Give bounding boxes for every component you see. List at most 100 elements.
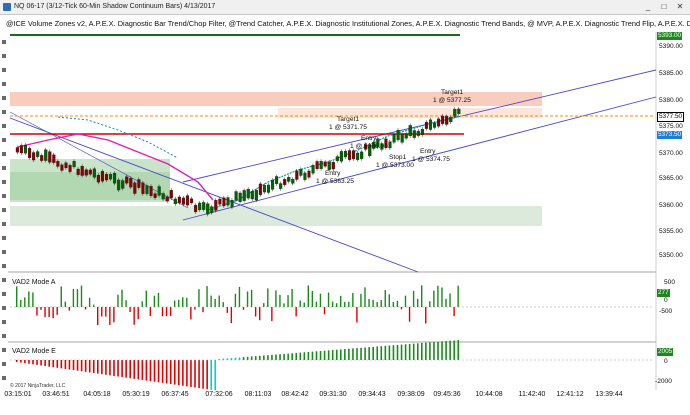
window-controls: _ □ ✕ <box>640 0 688 14</box>
candle-body <box>15 147 19 153</box>
x-tick: 04:05:18 <box>83 391 111 398</box>
vad2-a-bar <box>254 307 257 317</box>
vad2-e-bar <box>384 345 387 360</box>
tool-icon[interactable] <box>2 166 6 170</box>
minimize-button[interactable]: _ <box>645 2 651 11</box>
tool-icon[interactable] <box>2 320 6 324</box>
candle-body <box>27 148 32 158</box>
candle-body <box>80 166 84 176</box>
tool-icon[interactable] <box>2 306 6 310</box>
candle-body <box>88 169 92 175</box>
vad2-a-bar <box>198 289 200 307</box>
candle-body <box>388 141 392 149</box>
vad2-e-bar <box>117 360 119 377</box>
candle-body <box>64 162 68 169</box>
tool-icon[interactable] <box>2 152 6 156</box>
vad2-a-bar <box>157 292 160 307</box>
x-tick: 09:38:09 <box>397 391 425 398</box>
tool-icon[interactable] <box>2 334 6 338</box>
price-tick: 5385.00 <box>659 70 683 77</box>
vad2-e-bar <box>271 354 273 360</box>
candle-body <box>23 144 28 154</box>
vad2-a-bar <box>441 287 443 307</box>
vad2-a-bar <box>364 287 366 307</box>
indicator-list[interactable]: @ICE Volume Zones v2, A.P.E.X. Diagnosti… <box>6 19 690 28</box>
vad2-a-bar <box>194 307 196 310</box>
vad2-a-bar <box>331 301 334 307</box>
vad2-a-bar <box>271 307 273 322</box>
candle-body <box>311 165 315 174</box>
tool-icon[interactable] <box>2 138 6 142</box>
maximize-button[interactable]: □ <box>661 2 667 11</box>
candle-body <box>92 168 96 178</box>
vad2-mode-e-histogram <box>16 340 460 390</box>
stop1-label: Stop1 <box>389 154 407 161</box>
entry-label-b: Entry <box>420 148 436 155</box>
vad2-a-bar <box>24 297 26 307</box>
candle-body <box>372 142 376 149</box>
candle-body <box>283 179 287 185</box>
target1-mid-label: Target1 <box>337 116 359 123</box>
tool-icon[interactable] <box>2 208 6 212</box>
tool-icon[interactable] <box>2 68 6 72</box>
vad2-a-bar <box>348 301 350 307</box>
vad2-a-bar <box>275 290 277 307</box>
vad2-a-bar <box>48 307 50 317</box>
tool-icon[interactable] <box>2 40 6 44</box>
tool-icon[interactable] <box>2 110 6 114</box>
target1-price: 1 @ 5377.25 <box>433 97 471 104</box>
channel-lower-line <box>182 96 657 221</box>
x-tick: 08:42:42 <box>281 391 309 398</box>
vad2-a-bar <box>449 293 451 307</box>
vad2-a-bar <box>250 289 253 307</box>
candle-body <box>258 183 262 195</box>
candle-body <box>181 197 186 205</box>
vad2-e-bar <box>335 349 338 360</box>
chart-canvas[interactable] <box>8 32 690 390</box>
vad2-e-bar <box>429 342 431 360</box>
vad2-e-bar <box>364 347 366 360</box>
candle-body <box>396 130 400 141</box>
close-button[interactable]: ✕ <box>676 2 684 11</box>
vad2-e-bar <box>16 360 18 362</box>
vad2-e-bar <box>169 360 172 385</box>
candle-body <box>44 149 48 161</box>
tool-icon[interactable] <box>2 236 6 240</box>
tool-icon[interactable] <box>2 278 6 282</box>
tool-icon[interactable] <box>2 264 6 268</box>
tool-icon[interactable] <box>2 194 6 198</box>
candle-body <box>392 134 396 143</box>
vad2-a-bar <box>404 295 407 307</box>
vad2-e-bar <box>88 360 91 373</box>
tool-icon[interactable] <box>2 222 6 226</box>
drawing-toolbar <box>0 32 8 402</box>
tool-icon[interactable] <box>2 362 6 366</box>
candle-body <box>420 129 424 136</box>
x-tick: 03:46:51 <box>42 391 70 398</box>
vad2-e-bar <box>173 360 176 385</box>
candle-body <box>364 144 368 150</box>
tool-icon[interactable] <box>2 180 6 184</box>
tool-icon[interactable] <box>2 348 6 352</box>
tool-icon[interactable] <box>2 96 6 100</box>
vad2-a-bar <box>352 292 354 307</box>
vad2-e-bar <box>84 360 87 372</box>
vad2-a-bar <box>234 293 237 307</box>
vad2-a-bar <box>76 289 79 307</box>
price-tick: 5350.00 <box>659 252 683 259</box>
vad2-a-bar <box>425 307 427 324</box>
tool-icon[interactable] <box>2 292 6 296</box>
tool-icon[interactable] <box>2 54 6 58</box>
vad2-e-bar <box>109 360 111 376</box>
tool-icon[interactable] <box>2 82 6 86</box>
vad2-a-bar <box>315 301 318 307</box>
candle-body <box>238 192 242 202</box>
tool-icon[interactable] <box>2 250 6 254</box>
vad2-a-bar <box>408 307 411 322</box>
candle-body <box>437 118 441 127</box>
vad2-e-bar <box>68 360 71 370</box>
tool-icon[interactable] <box>2 124 6 128</box>
vad2-a-bar <box>105 307 107 317</box>
vad2-a-bar <box>60 286 62 307</box>
tool-icon[interactable] <box>2 376 6 380</box>
